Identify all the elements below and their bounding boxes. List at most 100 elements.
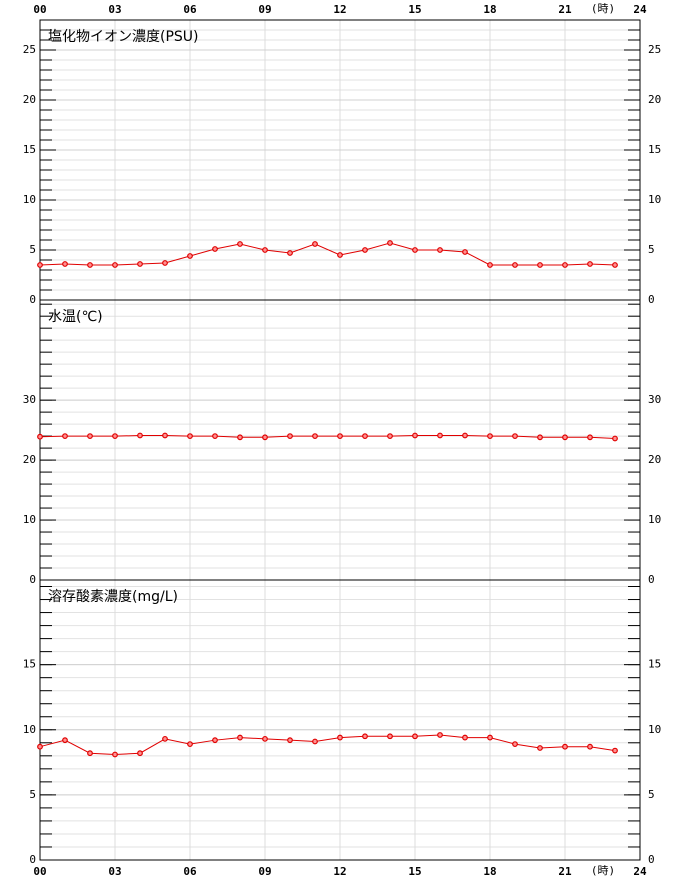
x-tick-label: 24 [633,3,647,16]
data-point [537,434,543,441]
data-point [337,734,343,741]
data-point [237,734,243,741]
y-tick-label: 30 [23,393,36,406]
data-point [412,733,418,740]
panel-title: 塩化物イオン濃度(PSU) [48,29,199,45]
y-tick-label: 5 [29,788,36,801]
data-point [87,262,93,268]
y-tick-label: 10 [648,193,661,206]
y-tick-label: 25 [23,43,36,56]
x-tick-label: 00 [33,865,46,878]
y-tick-label: 10 [23,723,36,736]
y-tick-label: 0 [29,293,36,306]
series-line [39,734,616,756]
data-point [112,262,118,268]
data-point [287,250,293,256]
x-tick-label: 00 [33,3,46,16]
data-point [512,741,518,747]
y-tick-label: 10 [648,513,661,526]
data-point [162,432,168,439]
data-point [87,750,93,757]
data-point [362,433,368,440]
x-tick-label: 12 [333,865,346,878]
data-point [612,435,618,442]
panel-frame [39,579,641,861]
y-tick-label: 5 [29,243,36,256]
data-point [312,433,318,440]
y-tick-label: 20 [648,453,661,466]
x-tick-label: 06 [183,3,197,16]
y-tick-label: 5 [648,788,655,801]
data-point [537,262,543,268]
y-tick-label: 20 [23,453,36,466]
data-point [412,247,418,253]
data-point [537,745,543,751]
data-point [612,747,618,754]
data-point [187,253,193,259]
data-point [462,432,468,439]
panel-title: 水温(℃) [48,309,103,325]
x-tick-label: 18 [483,865,496,878]
data-point [312,738,318,745]
x-tick-label: 15 [408,3,421,16]
x-tick-label: 09 [258,865,271,878]
y-tick-label: 15 [23,658,36,671]
x-tick-label: 03 [108,865,121,878]
y-tick-label: 0 [648,853,655,866]
data-point [587,434,593,441]
x-tick-label: 09 [258,3,271,16]
y-tick-label: 10 [23,513,36,526]
data-point [187,433,193,440]
data-point [462,734,468,741]
data-point [587,743,593,750]
x-axis-label: (時) [591,2,615,15]
data-point [587,261,593,267]
data-point [612,262,618,268]
data-point [487,433,493,440]
data-point [562,434,568,441]
y-tick-label: 25 [648,43,661,56]
data-point [562,262,568,268]
data-point [437,247,443,253]
data-point [237,434,243,441]
data-point [387,733,393,740]
data-point [137,261,143,267]
x-tick-label: 03 [108,3,121,16]
y-tick-label: 0 [648,573,655,586]
data-point [62,433,68,440]
data-point [262,735,268,742]
x-axis-label: (時) [591,864,615,877]
data-point [387,240,393,246]
data-point [287,433,293,440]
data-point [162,260,168,266]
series-line [39,435,616,440]
data-point [212,433,218,440]
data-point [87,433,93,440]
data-point [262,434,268,441]
data-point [487,262,493,268]
data-point [437,432,443,439]
data-point [462,249,468,255]
panel-title: 溶存酸素濃度(mg/L) [48,589,178,605]
data-point [187,741,193,747]
y-tick-label: 20 [648,93,661,106]
y-tick-label: 10 [23,193,36,206]
data-point [512,433,518,440]
data-point [512,262,518,268]
series-line [39,242,616,266]
y-tick-label: 20 [23,93,36,106]
data-point [487,734,493,741]
x-tick-label: 24 [633,865,647,878]
data-point [137,750,143,757]
data-point [62,261,68,267]
y-tick-label: 15 [648,658,661,671]
data-point [37,433,43,440]
data-point [262,247,268,253]
data-point [237,241,243,247]
data-point [212,737,218,744]
data-point [212,246,218,252]
y-tick-label: 0 [29,853,36,866]
data-point [362,733,368,740]
